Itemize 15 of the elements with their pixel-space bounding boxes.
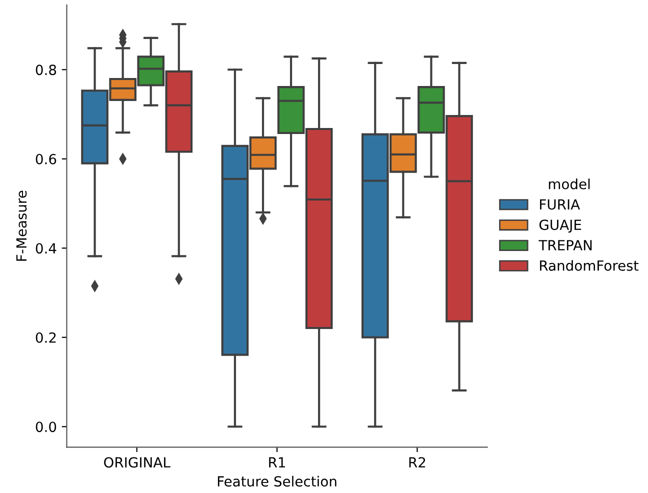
legend-label: GUAJE [539, 220, 582, 233]
y-tick-label: 0.8 [36, 64, 56, 76]
y-tick-label: 0.2 [36, 332, 56, 343]
y-tick-label: 0.4 [36, 243, 56, 254]
x-tick-label: R2 [409, 457, 426, 468]
x-axis-title: Feature Selection [218, 476, 336, 487]
legend-label: RandomForest [540, 260, 638, 271]
legend-label: TREPAN [538, 240, 592, 250]
y-axis-title: F-Measure [16, 190, 27, 261]
legend-label: FURIA [540, 199, 580, 210]
x-tick-label: R1 [269, 457, 285, 468]
x-tick-label: ORIGINAL [104, 457, 170, 468]
legend-title: model [548, 178, 590, 190]
y-tick-label: 0.6 [36, 154, 56, 164]
y-tick-label: 0.0 [36, 422, 56, 432]
